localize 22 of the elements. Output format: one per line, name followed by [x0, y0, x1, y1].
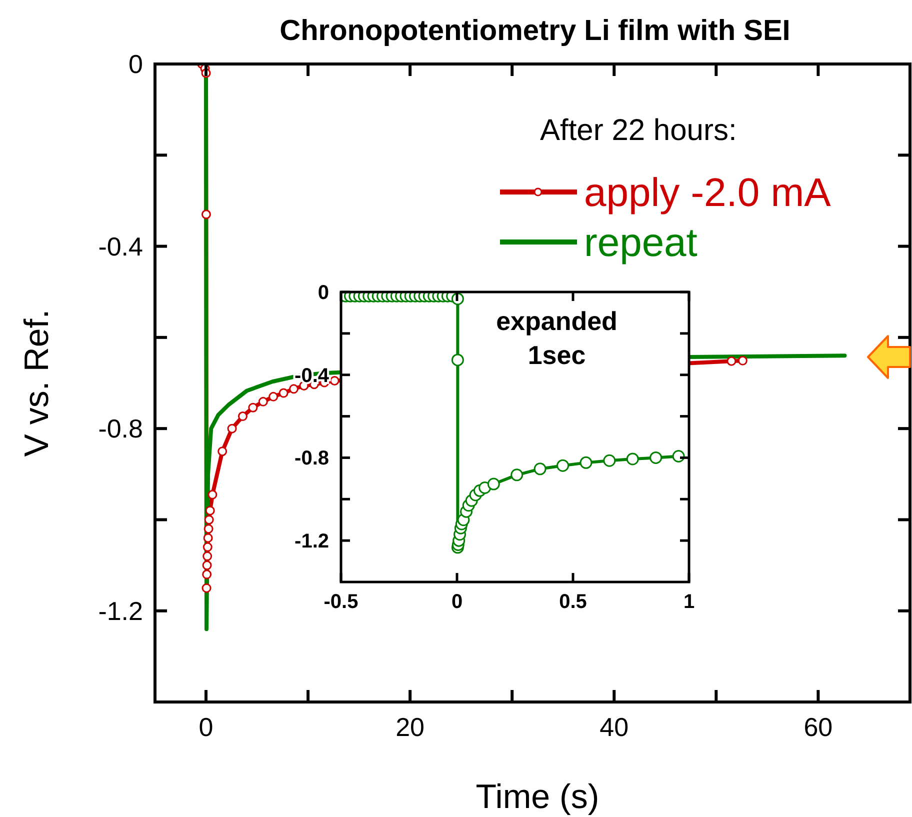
x-tick-label: -0.5: [324, 591, 358, 613]
y-tick-label: -0.4: [98, 231, 143, 262]
x-tick-label: 20: [396, 712, 425, 742]
x-axis-title: Time (s): [476, 778, 600, 816]
y-tick-label: -1.2: [294, 530, 329, 553]
y-tick-label: -1.2: [98, 596, 143, 626]
x-tick-label: 0: [451, 591, 463, 613]
x-tick-label: 0: [198, 712, 214, 742]
legend-label: repeat: [584, 221, 698, 265]
y-tick-label: 0: [318, 282, 329, 304]
x-tick-label: 0.5: [559, 591, 587, 613]
legend-title: After 22 hours:: [540, 114, 737, 147]
legend-label: apply -2.0 mA: [584, 171, 832, 215]
y-tick-label: 0: [128, 49, 143, 80]
chart-title: Chronopotentiometry Li film with SEI: [280, 15, 790, 47]
x-tick-label: 40: [600, 712, 629, 742]
y-tick-label: -0.8: [98, 414, 143, 444]
y-axis-title: V vs. Ref.: [18, 309, 56, 457]
annotation: expanded 1sec: [496, 306, 618, 370]
x-tick-label: 60: [804, 712, 833, 742]
y-tick-label: -0.8: [294, 448, 329, 470]
x-tick-label: 1: [683, 591, 695, 613]
